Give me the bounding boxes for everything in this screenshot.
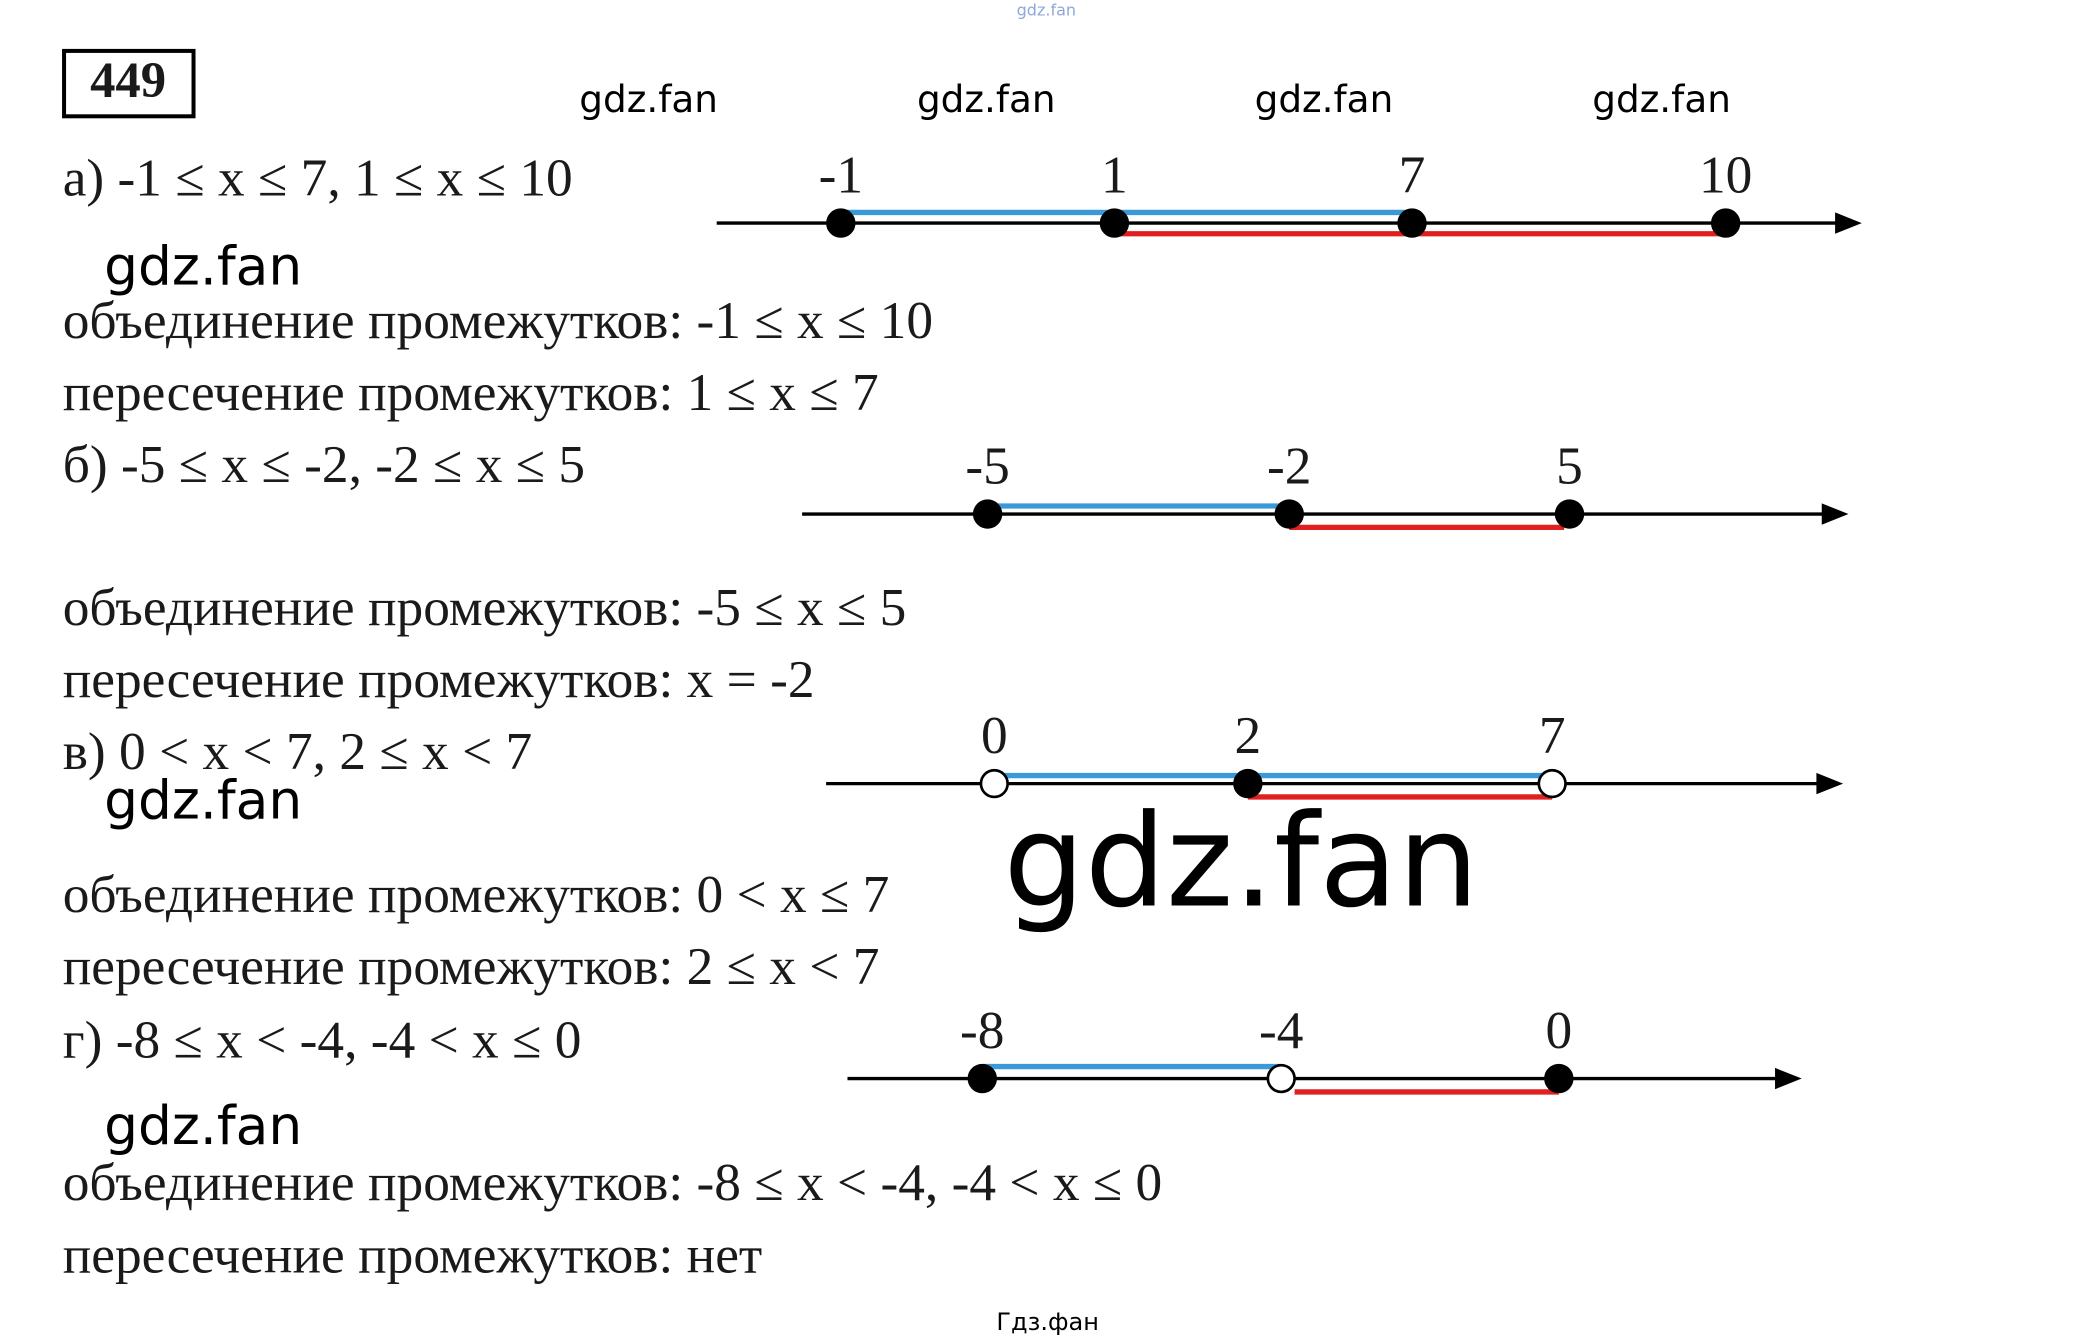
open-point [1537, 768, 1567, 799]
point-label: -1 [819, 145, 863, 205]
watermark: gdz.fan [1003, 788, 1478, 937]
point-label: 7 [1539, 705, 1566, 765]
union: объединение промежутков: -5 ≤ x ≤ 5 [63, 577, 907, 637]
footer: Гдз.фан [996, 1308, 1099, 1335]
filled-point [972, 499, 1003, 529]
watermark: gdz.fan [1255, 77, 1394, 121]
filled-point [1710, 208, 1741, 238]
filled-point [1544, 1063, 1574, 1094]
point-label: -8 [960, 1000, 1004, 1060]
watermark: gdz.fan [104, 1094, 302, 1157]
watermark: gdz.fan [579, 77, 718, 121]
arrow-head [1816, 772, 1844, 795]
statement: б) -5 ≤ x ≤ -2, -2 ≤ x ≤ 5 [63, 434, 585, 494]
filled-point [967, 1063, 997, 1094]
arrow-head [1835, 212, 1862, 234]
number-box [62, 48, 196, 119]
open-point [1266, 1063, 1296, 1094]
watermark: gdz.fan [917, 77, 1056, 121]
intersection: пересечение промежутков: x = -2 [63, 649, 815, 709]
point-label: -5 [965, 436, 1009, 496]
point-label: 1 [1101, 145, 1128, 205]
point-label: 7 [1399, 145, 1426, 205]
filled-point [1397, 208, 1427, 238]
problem-number: 449 [90, 52, 166, 108]
watermark: gdz.fan [1017, 0, 1076, 19]
intersection: пересечение промежутков: 1 ≤ x ≤ 7 [63, 362, 879, 422]
point-label: 2 [1235, 705, 1262, 765]
intersection: пересечение промежутков: нет [63, 1224, 763, 1284]
watermark: gdz.fan [104, 234, 302, 297]
point-label: 0 [981, 705, 1008, 765]
point-label: 5 [1556, 436, 1583, 496]
union: объединение промежутков: 0 < x ≤ 7 [63, 864, 890, 924]
arrow-head [1775, 1067, 1802, 1090]
statement: г) -8 ≤ x < -4, -4 < x ≤ 0 [63, 1009, 582, 1069]
statement: в) 0 < x < 7, 2 ≤ x < 7 [63, 721, 532, 781]
filled-point [1274, 499, 1304, 529]
filled-point [826, 208, 856, 238]
filled-point [1099, 208, 1130, 238]
union: объединение промежутков: -8 ≤ x < -4, -4… [63, 1152, 1162, 1212]
filled-point [1233, 768, 1263, 799]
statement: а) -1 ≤ x ≤ 7, 1 ≤ x ≤ 10 [63, 147, 573, 207]
watermark: gdz.fan [1592, 77, 1731, 121]
point-label: 10 [1699, 145, 1752, 205]
point-label: -2 [1267, 436, 1311, 496]
arrow-head [1821, 503, 1849, 525]
point-label: -4 [1259, 1000, 1303, 1060]
intersection: пересечение промежутков: 2 ≤ x < 7 [63, 936, 880, 996]
watermark: gdz.fan [104, 768, 302, 831]
point-label: 0 [1545, 1000, 1572, 1060]
open-point [979, 768, 1009, 799]
union: объединение промежутков: -1 ≤ x ≤ 10 [63, 290, 933, 350]
filled-point [1554, 499, 1585, 529]
